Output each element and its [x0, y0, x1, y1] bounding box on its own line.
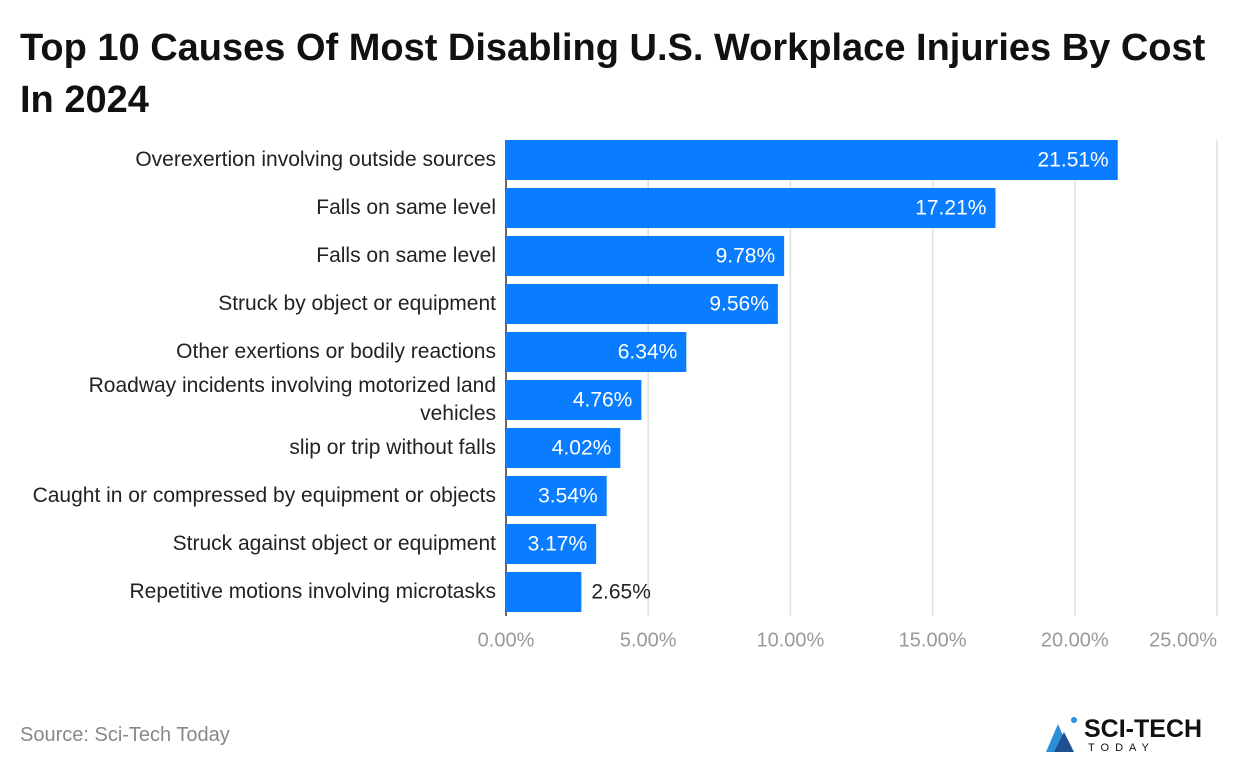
bar [506, 572, 582, 612]
x-tick-label: 10.00% [756, 629, 824, 651]
logo-name: SCI-TECH [1084, 715, 1203, 743]
bar [506, 140, 1118, 180]
x-tick-label: 20.00% [1041, 629, 1109, 651]
value-label: 3.17% [528, 533, 588, 556]
logo-tagline: TODAY [1088, 742, 1155, 754]
y-tick-label: Falls on same level [316, 244, 496, 267]
bar [506, 188, 996, 228]
y-tick-label: Falls on same level [316, 196, 496, 219]
value-label: 17.21% [915, 197, 986, 220]
value-label: 6.34% [618, 341, 678, 364]
value-label: 3.54% [538, 485, 598, 508]
y-tick-label: Struck by object or equipment [218, 292, 496, 315]
bar [506, 236, 785, 276]
value-label: 21.51% [1038, 149, 1109, 172]
y-tick-label: Overexertion involving outside sources [135, 148, 496, 171]
value-label: 4.76% [573, 389, 633, 412]
bar [506, 476, 607, 516]
value-label: 9.78% [716, 245, 776, 268]
y-tick-label: slip or trip without falls [289, 436, 496, 459]
logo: SCI-TECH TODAY [1084, 716, 1202, 754]
bar [506, 380, 642, 420]
source: Source: Sci-Tech Today [20, 724, 230, 746]
x-tick-label: 0.00% [478, 629, 535, 651]
chart-title: Top 10 Causes Of Most Disabling U.S. Wor… [20, 27, 1206, 121]
y-tick-label: Repetitive motions involving microtasks [129, 580, 496, 603]
bar [506, 284, 778, 324]
value-label: 2.65% [591, 581, 651, 604]
value-label: 9.56% [709, 293, 769, 316]
x-tick-label: 5.00% [620, 629, 677, 651]
y-tick-label: Other exertions or bodily reactions [176, 340, 496, 363]
bar [506, 332, 687, 372]
y-tick-label: Struck against object or equipment [172, 532, 496, 555]
bar [506, 524, 597, 564]
x-tick-label: 25.00% [1149, 629, 1217, 651]
y-tick-label: Roadway incidents involving motorized la… [88, 374, 496, 425]
logo-icon [1046, 717, 1077, 752]
y-tick-label: Caught in or compressed by equipment or … [32, 484, 496, 507]
value-label: 4.02% [552, 437, 612, 460]
bar [506, 428, 621, 468]
x-tick-label: 15.00% [899, 629, 967, 651]
